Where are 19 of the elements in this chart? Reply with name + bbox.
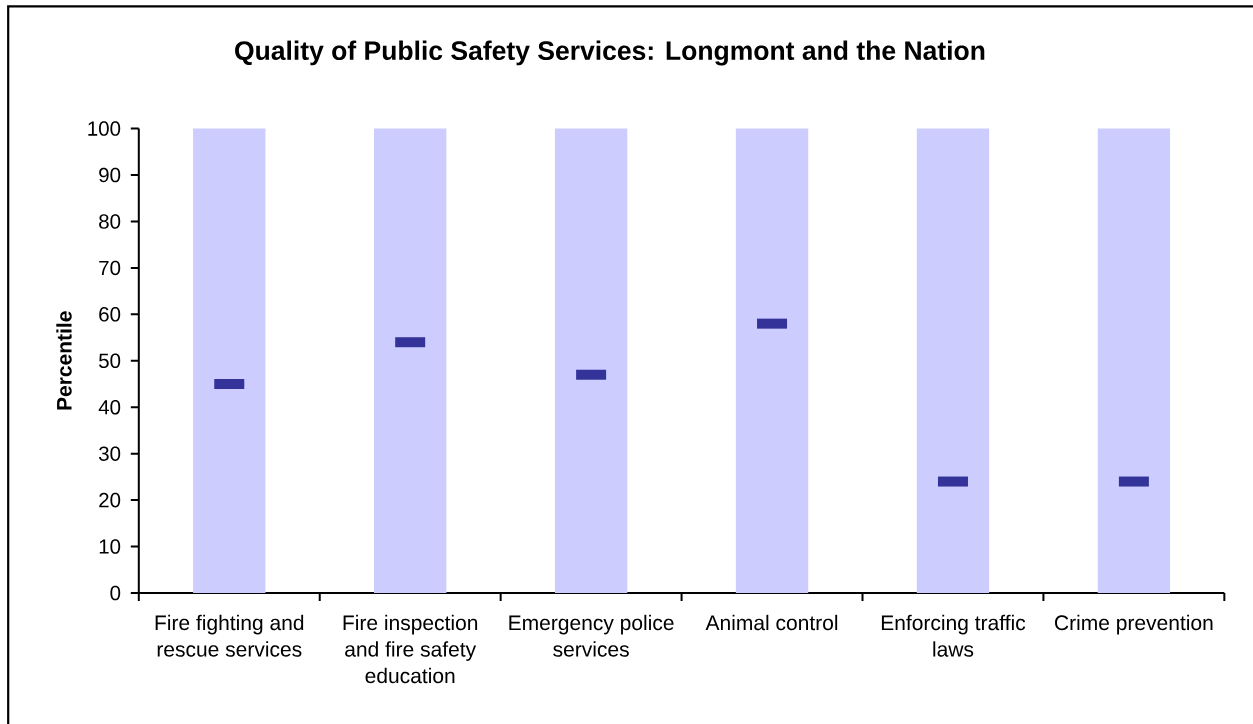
y-tick-label: 60 [99, 307, 121, 322]
x-tick-label: Enforcing traffic laws [881, 614, 1026, 657]
y-tick-label: 40 [98, 399, 121, 415]
x-tick-label: Animal control [705, 614, 838, 631]
y-tick-label: 0 [110, 585, 121, 601]
y-axis-title: Percentile [56, 311, 72, 410]
y-tick-label: 80 [99, 214, 121, 229]
y-tick-label: 10 [99, 539, 121, 554]
x-tick-label: Crime prevention [1055, 614, 1213, 635]
x-tick-label: Emergency police services [509, 614, 674, 657]
x-tick-label: Fire fighting and rescue services [155, 614, 304, 657]
y-tick-label: 100 [88, 121, 121, 136]
y-tick-label: 20 [99, 492, 121, 508]
y-tick-label: 70 [99, 260, 121, 276]
chart-title: Quality of Public Safety Services: Longmont and the Nation [235, 40, 985, 66]
x-tick-label: Fire inspection and fire safety education [343, 614, 478, 684]
y-tick-label: 90 [99, 167, 121, 183]
y-tick-label: 30 [98, 446, 121, 461]
y-tick-label: 50 [99, 353, 121, 369]
